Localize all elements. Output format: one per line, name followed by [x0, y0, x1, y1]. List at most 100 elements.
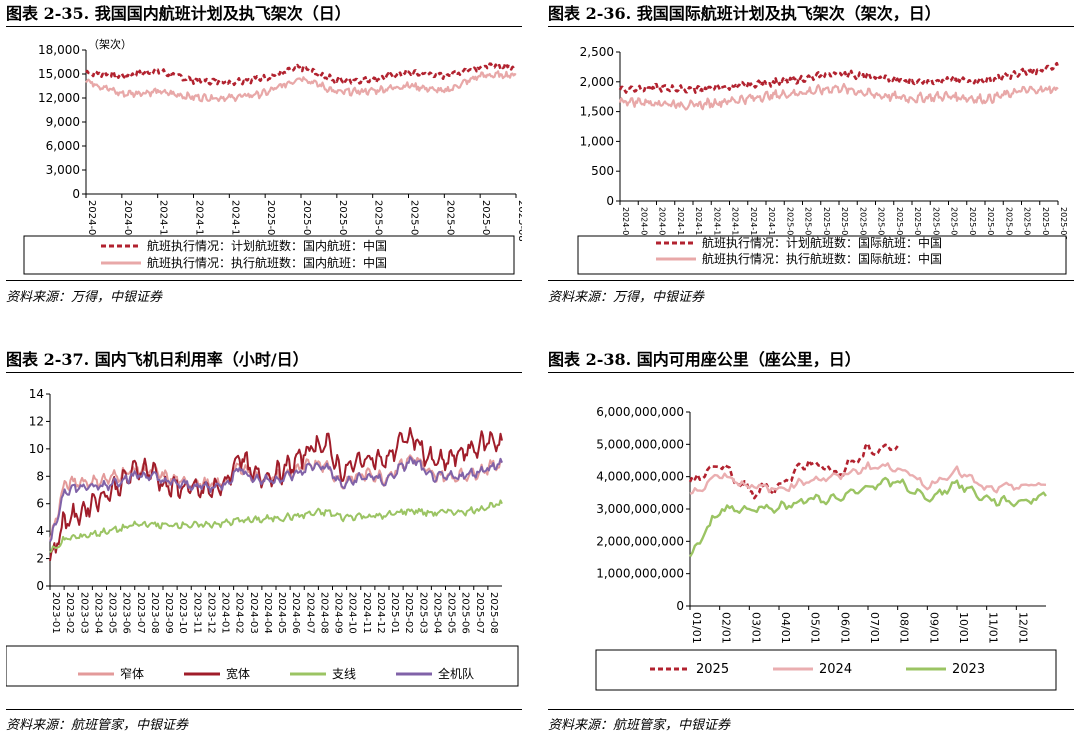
y-tick-label: 8 [36, 469, 44, 483]
y-tick-label: 12,000 [38, 91, 80, 105]
chart-panel-domestic-flights: 图表 2-35. 我国国内航班计划及执飞架次（日） 18,000 15,000 12… [6, 0, 522, 310]
y-tick-label: 0 [676, 599, 684, 613]
x-tick-label: 12/01 [1016, 612, 1029, 644]
x-tick-label: 2024-12 [229, 200, 240, 242]
x-tick-label: 2025-04 [895, 207, 904, 240]
y-axis-label: （架次） [88, 37, 132, 51]
x-tick-label: 2024-11 [194, 200, 205, 242]
legend-label: 2025 [696, 662, 729, 677]
x-tick-label: 2025-08 [1041, 207, 1050, 240]
source-rule [548, 709, 1074, 710]
x-tick-label: 2024-04 [262, 592, 273, 634]
legend-label: 航班执行情况：计划航班数：国内航班：中国 [147, 238, 387, 253]
chart-panel-available-seat-km: 图表 2-38. 国内可用座公里（座公里，日） 6,000,000,000 5,0… [548, 346, 1074, 733]
x-tick-label: 2024-02 [234, 592, 245, 634]
x-tick-label: 2024-01 [220, 592, 231, 634]
series-line-2025 [688, 442, 899, 500]
y-tick-label: 10 [29, 442, 44, 456]
y-tick-label: 18,000 [38, 43, 80, 57]
x-tick-label: 2025-06 [986, 207, 995, 240]
x-tick-label: 2023-04 [92, 592, 103, 634]
x-tick-label: 2024-06 [290, 592, 301, 634]
series-line-s1 [618, 82, 1059, 111]
x-tick-label: 2025-06 [968, 207, 977, 240]
x-tick-label: 2025-01 [804, 207, 813, 240]
x-tick-label: 2024-10 [347, 592, 358, 634]
x-tick-label: 2025-05 [950, 207, 959, 240]
x-tick-label: 2025-07 [1023, 207, 1032, 240]
legend-label: 航班执行情况：执行航班数：国际航班：中国 [702, 251, 942, 266]
y-tick-label: 9,000 [46, 115, 80, 129]
series-line-宽体 [49, 427, 503, 561]
x-tick-label: 2024-08 [621, 207, 630, 240]
x-tick-label: 06/01 [838, 612, 851, 644]
y-tick-label: 2,500 [580, 45, 614, 59]
source-rule [6, 709, 522, 710]
y-tick-label: 6,000 [46, 139, 80, 153]
series-line-s0 [85, 61, 517, 87]
x-tick-label: 04/01 [779, 612, 792, 644]
y-tick-label: 0 [606, 194, 614, 208]
x-tick-label: 2024-08 [318, 592, 329, 634]
x-tick-label: 09/01 [927, 612, 940, 644]
x-tick-label: 01/01 [690, 612, 703, 644]
x-tick-label: 2023-05 [107, 592, 118, 634]
x-tick-label: 2025-06 [444, 200, 455, 242]
x-tick-label: 2023-10 [177, 592, 188, 634]
chart-title: 图表 2-35. 我国国内航班计划及执飞架次（日） [6, 4, 351, 23]
x-tick-label: 2024-10 [158, 200, 169, 242]
title-rule [6, 372, 522, 373]
legend-label: 窄体 [120, 666, 144, 681]
x-tick-label: 2024-11 [712, 207, 721, 240]
x-tick-label: 2023-11 [191, 592, 202, 634]
x-tick-label: 05/01 [809, 612, 822, 644]
x-tick-label: 2025-08 [516, 200, 522, 242]
series-line-支线 [49, 499, 503, 554]
chart-panel-aircraft-utilization: 图表 2-37. 国内飞机日利用率（小时/日） 14 12 10 8 6 4 2 0 2023-… [6, 346, 522, 733]
y-tick-label: 14 [29, 387, 44, 401]
x-tick-label: 2025-05 [931, 207, 940, 240]
x-tick-label: 2025-08 [1059, 207, 1068, 240]
y-tick-label: 2,000 [580, 75, 614, 89]
x-tick-label: 11/01 [987, 612, 1000, 644]
chart-aircraft-utilization: 14 12 10 8 6 4 2 0 2023-01 2023-02 2023-03 2023-04 2… [6, 387, 519, 687]
y-tick-label: 0 [36, 579, 44, 593]
chart-title: 图表 2-36. 我国国际航班计划及执飞架次（架次，日） [548, 4, 941, 23]
legend-label: 全机队 [438, 666, 474, 681]
chart-source: 资料来源：万得，中银证券 [548, 290, 705, 305]
x-tick-label: 2025-03 [877, 207, 886, 240]
x-tick-label: 02/01 [720, 612, 733, 644]
x-tick-label: 2025-02 [403, 592, 414, 634]
legend-label: 2024 [819, 662, 852, 677]
x-tick-label: 07/01 [868, 612, 881, 644]
x-tick-label: 2023-02 [64, 592, 75, 634]
series-line-全机队 [49, 456, 503, 543]
x-tick-label: 2025-02 [301, 200, 312, 242]
y-tick-label: 6 [36, 497, 44, 511]
x-tick-label: 2024-12 [749, 207, 758, 240]
x-tick-label: 2025-06 [460, 592, 471, 634]
y-tick-label: 500 [591, 164, 614, 178]
x-tick-label: 08/01 [898, 612, 911, 644]
legend-box [23, 235, 515, 275]
source-rule [548, 280, 1074, 281]
x-tick-label: 2025-01 [389, 592, 400, 634]
series-line-2023 [688, 476, 1047, 558]
chart-panel-international-flights: 图表 2-36. 我国国际航班计划及执飞架次（架次，日） 2,500 2,000 1… [548, 0, 1074, 310]
y-tick-label: 2 [36, 552, 44, 566]
y-tick-label: 2,000,000,000 [596, 534, 684, 548]
x-tick-label: 2025-03 [337, 200, 348, 242]
x-tick-label: 2023-07 [135, 592, 146, 634]
x-tick-label: 2023-03 [78, 592, 89, 634]
x-tick-label: 2025-05 [409, 200, 420, 242]
x-tick-label: 2025-04 [913, 207, 922, 240]
x-tick-label: 2024-11 [361, 592, 372, 634]
y-tick-label: 4 [36, 524, 44, 538]
legend-label: 2023 [952, 662, 985, 677]
x-tick-label: 2025-07 [480, 200, 491, 242]
x-tick-label: 2024-11 [731, 207, 740, 240]
chart-title: 图表 2-38. 国内可用座公里（座公里，日） [548, 350, 861, 369]
x-tick-label: 2025-08 [488, 592, 499, 634]
x-tick-label: 2024-09 [333, 592, 344, 634]
y-tick-label: 12 [29, 414, 44, 428]
